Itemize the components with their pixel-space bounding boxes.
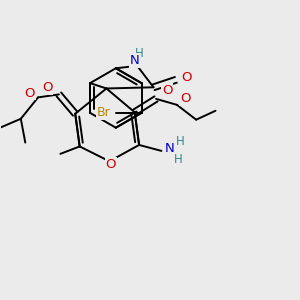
- Text: H: H: [174, 153, 183, 166]
- Text: O: O: [162, 84, 172, 97]
- Text: Br: Br: [97, 106, 110, 119]
- Text: O: O: [181, 71, 191, 84]
- Text: O: O: [180, 92, 190, 105]
- Text: H: H: [176, 136, 185, 148]
- Text: N: N: [129, 54, 139, 67]
- Text: O: O: [42, 81, 53, 94]
- Text: H: H: [135, 47, 144, 61]
- Text: N: N: [165, 142, 175, 155]
- Text: O: O: [25, 87, 35, 100]
- Text: O: O: [106, 158, 116, 171]
